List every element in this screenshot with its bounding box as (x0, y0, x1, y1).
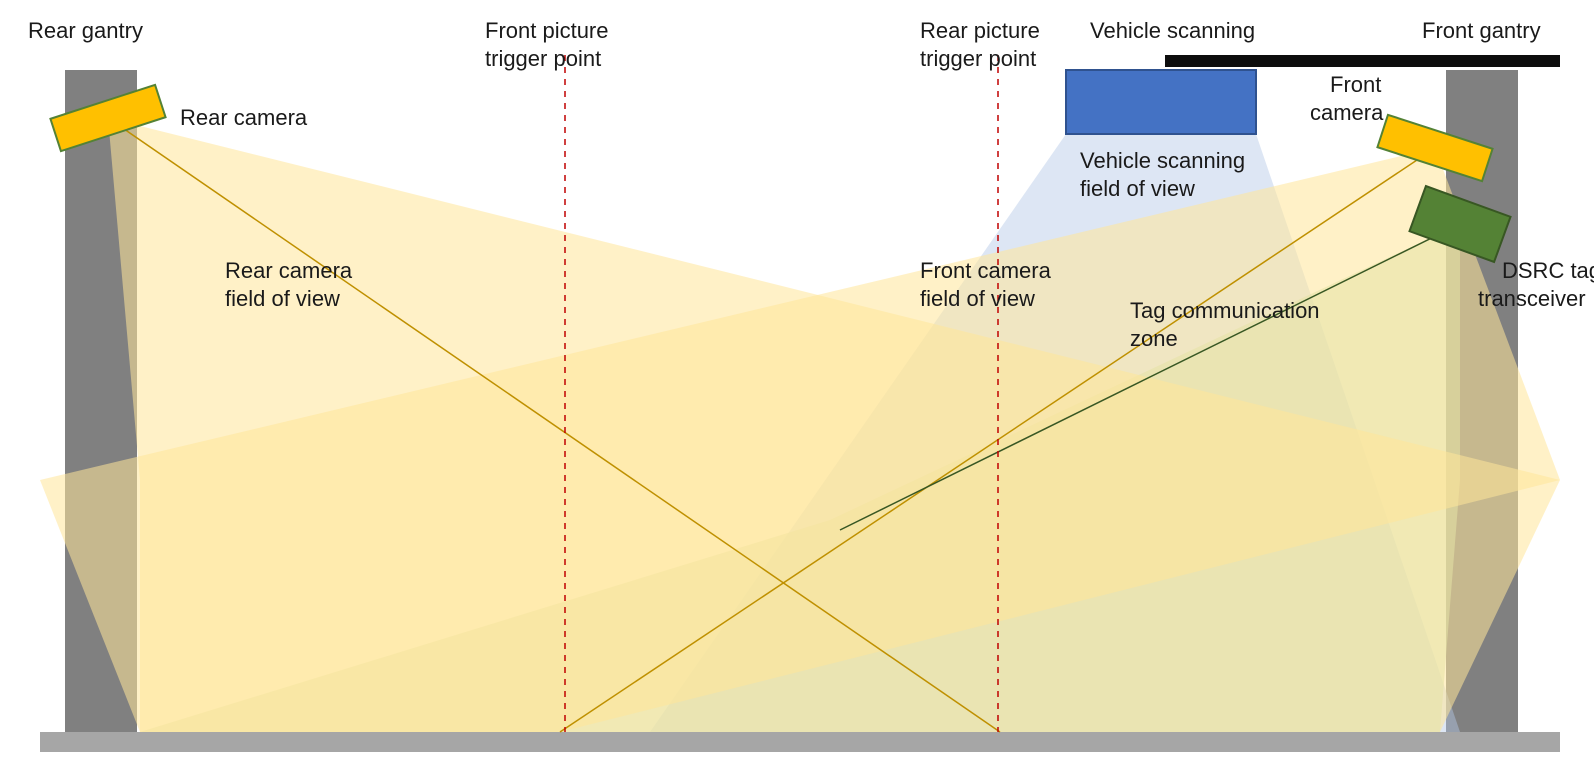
label-scanFov2: field of view (1080, 176, 1195, 202)
label-frontCamLbl1: Front (1330, 72, 1381, 98)
label-rearTrig1: Rear picture (920, 18, 1040, 44)
label-rearTrig2: trigger point (920, 46, 1036, 72)
label-frontCamLbl2: camera (1310, 100, 1383, 126)
label-rearFov2: field of view (225, 286, 340, 312)
label-dsrc2: transceiver (1478, 286, 1586, 312)
label-frontFov2: field of view (920, 286, 1035, 312)
label-rearFov1: Rear camera (225, 258, 352, 284)
label-dsrc1: DSRC tag (1502, 258, 1594, 284)
label-frontGantry: Front gantry (1422, 18, 1541, 44)
label-frontFov1: Front camera (920, 258, 1051, 284)
label-tag1: Tag communication (1130, 298, 1320, 324)
ground (40, 732, 1560, 752)
scanning-bar (1165, 55, 1560, 67)
label-frontTrig2: trigger point (485, 46, 601, 72)
label-scanTop: Vehicle scanning (1090, 18, 1255, 44)
label-rearCamera: Rear camera (180, 105, 307, 131)
vehicle-scanner (1066, 70, 1256, 134)
label-tag2: zone (1130, 326, 1178, 352)
label-frontTrig1: Front picture (485, 18, 609, 44)
diagram-stage: Rear gantry Front gantry Rear camera Rear c… (0, 0, 1594, 775)
label-scanFov1: Vehicle scanning (1080, 148, 1245, 174)
label-rearGantry: Rear gantry (28, 18, 143, 44)
